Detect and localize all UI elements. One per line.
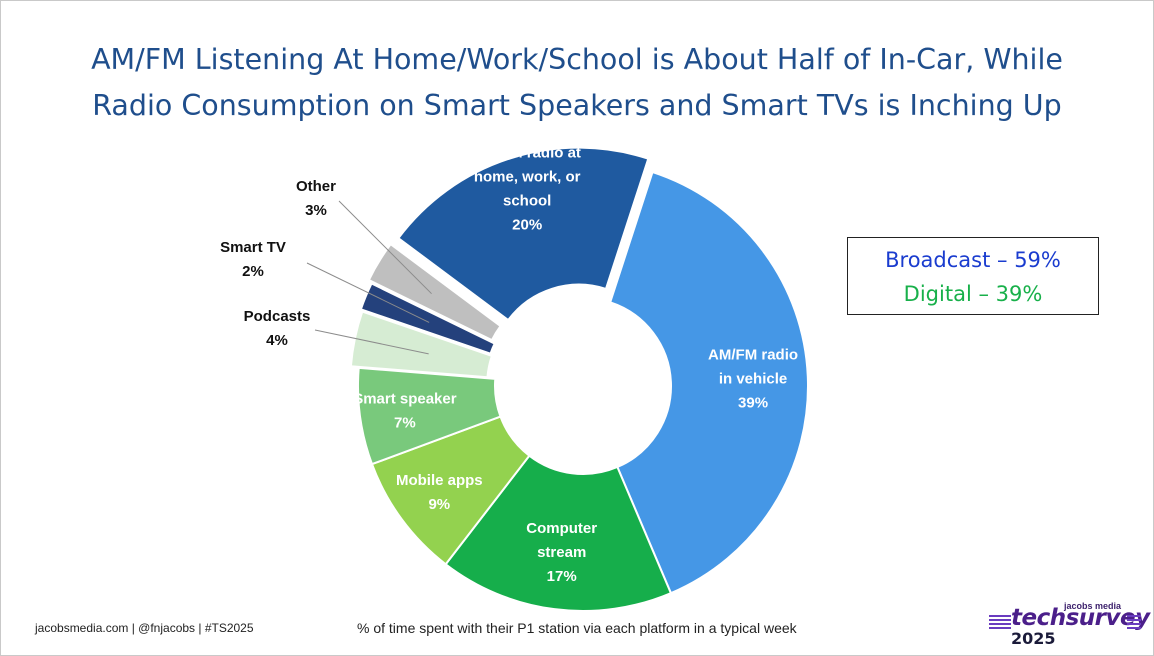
data-label-mobile-apps: Mobile apps 9% xyxy=(396,472,483,513)
data-label-podcasts: Podcasts 4% xyxy=(244,308,311,349)
techsurvey-logo: jacobs media techsurvey 2025 xyxy=(989,599,1150,649)
slice-am-fm-radio-at-home-work-or-school xyxy=(396,146,650,322)
slice-smart-speaker xyxy=(357,366,502,466)
slice-other xyxy=(367,242,502,342)
slice-smart-tv xyxy=(359,282,497,355)
logo-year: 2025 xyxy=(1011,629,1056,648)
logo-word: techsurvey xyxy=(1011,605,1150,631)
footer-credits: jacobsmedia.com | @fnjacobs | #TS2025 xyxy=(35,621,254,635)
leader-line-podcasts xyxy=(314,329,429,355)
logo-stripes-left xyxy=(989,615,1011,633)
data-label-am-fm-radio-in-vehicle: AM/FM radio in vehicle 39% xyxy=(708,347,798,412)
broadcast-digital-callout: Broadcast – 59% Digital – 39% xyxy=(847,237,1099,315)
chart-caption: % of time spent with their P1 station vi… xyxy=(357,620,797,636)
broadcast-share: Broadcast – 59% xyxy=(885,248,1061,272)
data-label-smart-tv: Smart TV 2% xyxy=(220,239,286,280)
data-label-am-fm-radio-at-home-work-or-school: AM/FM radio at home, work, or school 20% xyxy=(473,144,581,233)
chart-title-line-1: AM/FM Listening At Home/Work/School is A… xyxy=(91,43,1063,76)
digital-share: Digital – 39% xyxy=(903,282,1043,306)
slice-computer-stream xyxy=(444,454,673,612)
data-label-smart-speaker: Smart speaker 7% xyxy=(353,391,457,432)
slice-am-fm-radio-in-vehicle xyxy=(608,170,809,595)
slice-podcasts xyxy=(349,310,494,379)
logo-stripes-right xyxy=(1127,615,1141,633)
data-label-computer-stream: Computer stream 17% xyxy=(526,520,597,585)
chart-title: AM/FM Listening At Home/Work/School is A… xyxy=(21,37,1133,129)
data-label-other: Other 3% xyxy=(296,178,336,219)
leader-line-other xyxy=(338,200,432,295)
chart-title-line-2: Radio Consumption on Smart Speakers and … xyxy=(92,89,1062,122)
logo-brand: jacobs media xyxy=(1063,601,1121,611)
leader-line-smart-tv xyxy=(306,262,430,323)
